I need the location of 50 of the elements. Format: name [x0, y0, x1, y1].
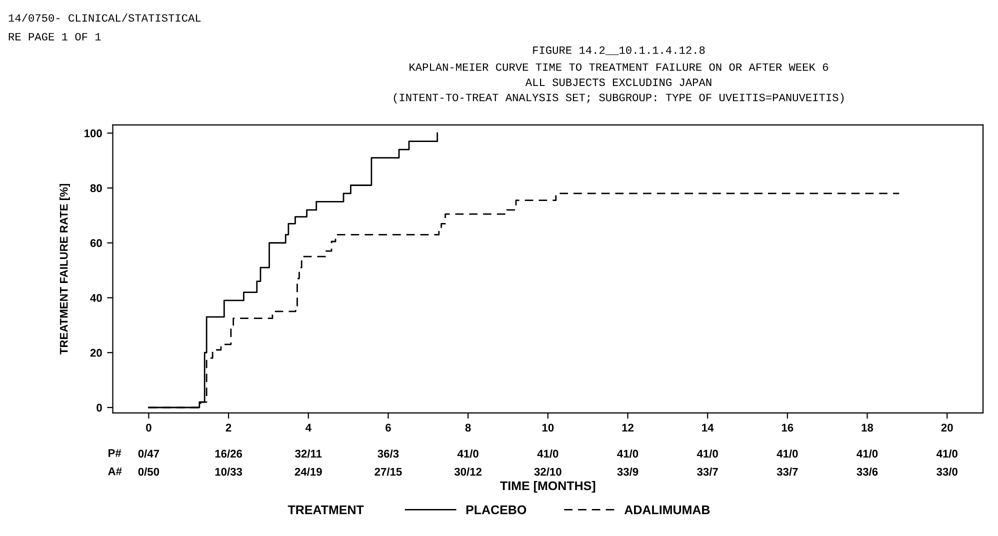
- x-tick-label: 6: [386, 424, 391, 432]
- y-axis-title: TREATMENT FAILURE RATE [%]: [60, 184, 70, 354]
- chart-subtitle: KAPLAN-MEIER CURVE TIME TO TREATMENT FAILURE ON OR AFTER WEEK 6 ALL SUBJECTS EXCLUDING JAPAN (INTENT-TO-TREAT ANALYSIS SET; SUBGROUP: TYPE OF UVEITIS=PANUVEITIS): [394, 63, 844, 104]
- y-tick-label: 20: [90, 348, 102, 357]
- x-tick-label: 10: [542, 424, 554, 432]
- x-tick-label: 20: [941, 424, 953, 432]
- text: RE PAGE 1 OF 1: [8, 32, 101, 41]
- x-tick-label: 16: [782, 424, 794, 432]
- legend-title: TREATMENT: [288, 506, 364, 514]
- text: 0/50: [138, 468, 160, 476]
- x-tick-label: 4: [305, 424, 312, 432]
- y-tick-label: 100: [84, 129, 102, 138]
- text: 41/0: [457, 449, 478, 458]
- y-tick-label: 80: [90, 184, 102, 192]
- text: 24/19: [294, 468, 322, 476]
- text: 10/33: [215, 468, 242, 476]
- text: 41/0: [936, 449, 958, 458]
- x-tick-label: 2: [226, 424, 232, 432]
- x-tick-label: 0: [146, 424, 152, 432]
- text: 16/26: [215, 449, 242, 458]
- x-axis-title: TIME [MONTHS]: [500, 480, 596, 493]
- text: 41/0: [537, 449, 558, 458]
- x-tick-label: 18: [862, 424, 874, 432]
- text: 41/0: [856, 449, 878, 458]
- x-tick-label: 14: [702, 424, 714, 432]
- text: 0/47: [138, 449, 160, 458]
- text: A#: [108, 467, 122, 476]
- chart-title: FIGURE 14.2__10.1.1.4.12.8: [533, 46, 705, 55]
- x-tick-label: 12: [622, 424, 634, 432]
- text: P#: [108, 449, 122, 457]
- y-tick-label: 0: [96, 404, 102, 412]
- legend-label: PLACEBO: [466, 505, 526, 514]
- text: 32/10: [534, 468, 562, 476]
- text: 30/12: [454, 468, 482, 476]
- y-tick-label: 40: [90, 294, 102, 302]
- text: 33/0: [936, 468, 958, 476]
- text: 41/0: [696, 449, 718, 458]
- legend-label: ADALIMUMAB: [624, 506, 710, 514]
- x-tick-label: 8: [465, 424, 471, 432]
- text: 36/3: [378, 449, 399, 458]
- text: 27/15: [374, 468, 402, 476]
- text: 14/0750- CLINICAL/STATISTICAL: [8, 14, 201, 22]
- text: 33/9: [617, 468, 638, 476]
- text: 32/11: [295, 449, 322, 458]
- text: 33/6: [856, 468, 878, 476]
- text: 41/0: [617, 449, 638, 458]
- text: 41/0: [776, 449, 798, 458]
- text: 33/7: [776, 468, 798, 476]
- text: 33/7: [697, 468, 718, 476]
- y-tick-label: 60: [90, 239, 102, 248]
